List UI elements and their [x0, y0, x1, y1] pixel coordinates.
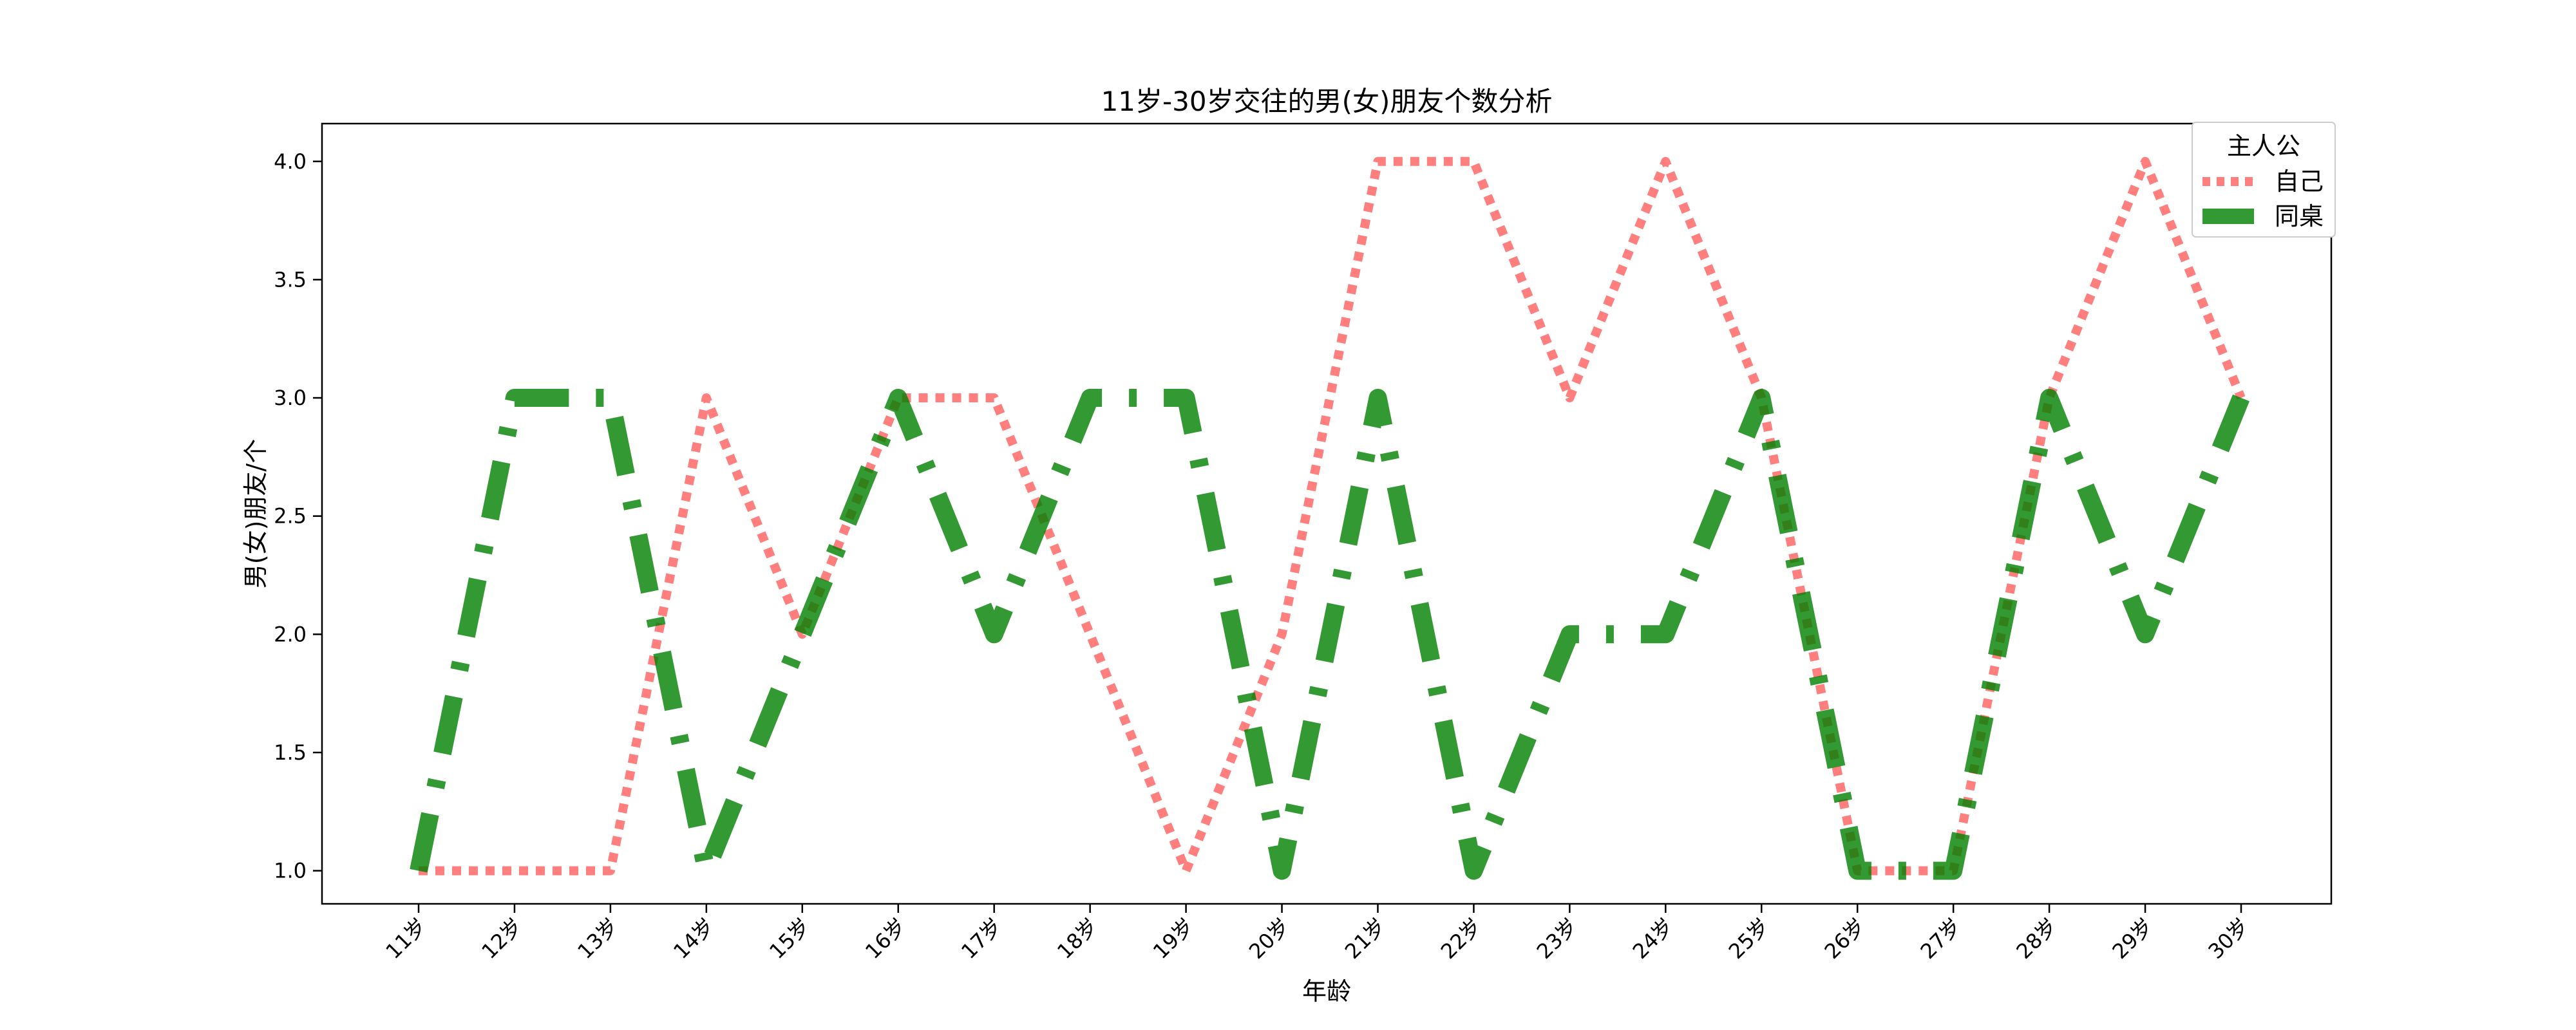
x-tick-label: 16岁	[860, 913, 911, 964]
x-tick-label: 22岁	[1436, 913, 1486, 964]
x-tick-label: 20岁	[1244, 913, 1294, 964]
legend-title: 主人公	[2227, 132, 2300, 160]
x-tick-label: 15岁	[764, 913, 815, 964]
chart-title: 11岁-30岁交往的男(女)朋友个数分析	[1101, 86, 1553, 117]
x-tick-label: 19岁	[1148, 913, 1198, 964]
x-tick-label: 23岁	[1532, 913, 1582, 964]
x-tick-label: 21岁	[1340, 913, 1390, 964]
x-tick-label: 24岁	[1628, 913, 1678, 964]
y-tick-label: 1.0	[274, 859, 307, 883]
y-axis-label: 男(女)朋友/个	[242, 439, 270, 588]
y-tick-label: 3.0	[274, 386, 307, 410]
x-tick-label: 27岁	[1916, 913, 1966, 964]
x-axis-label: 年龄	[1302, 977, 1351, 1006]
x-tick-label: 11岁	[381, 913, 431, 964]
legend-box	[2192, 122, 2336, 238]
y-tick-label: 2.5	[274, 504, 307, 529]
y-tick-label: 2.0	[274, 622, 307, 646]
legend: 主人公 自己 同桌	[2192, 122, 2336, 238]
x-tick-label: 25岁	[1724, 913, 1774, 964]
x-tick-label: 28岁	[2011, 913, 2061, 964]
x-tick-label: 18岁	[1052, 913, 1103, 964]
x-tick-label: 30岁	[2203, 913, 2253, 964]
y-tick-label: 3.5	[274, 267, 307, 292]
y-tick-label: 1.5	[274, 740, 307, 765]
series-layer	[410, 156, 2249, 880]
legend-label-tongzhuo: 同桌	[2275, 202, 2324, 230]
plot-area-frame	[321, 122, 2333, 905]
x-tick-label: 29岁	[2107, 913, 2157, 964]
y-tick-label: 4.0	[274, 149, 307, 174]
x-tick-label: 13岁	[573, 913, 623, 964]
x-axis: 11岁 12岁 13岁 14岁 15岁 16岁 17岁 18岁 19岁 20岁 21岁 22岁 23岁 2…	[381, 904, 2254, 964]
x-tick-label: 14岁	[668, 913, 719, 964]
legend-label-ziji: 自己	[2275, 167, 2324, 196]
x-tick-label: 12岁	[477, 913, 527, 964]
series-line-1	[410, 389, 2249, 880]
x-tick-label: 26岁	[1820, 913, 1870, 964]
x-tick-label: 17岁	[956, 913, 1007, 964]
y-axis: 1.0 1.5 2.0 2.5 3.0 3.5 4.0	[274, 149, 322, 883]
